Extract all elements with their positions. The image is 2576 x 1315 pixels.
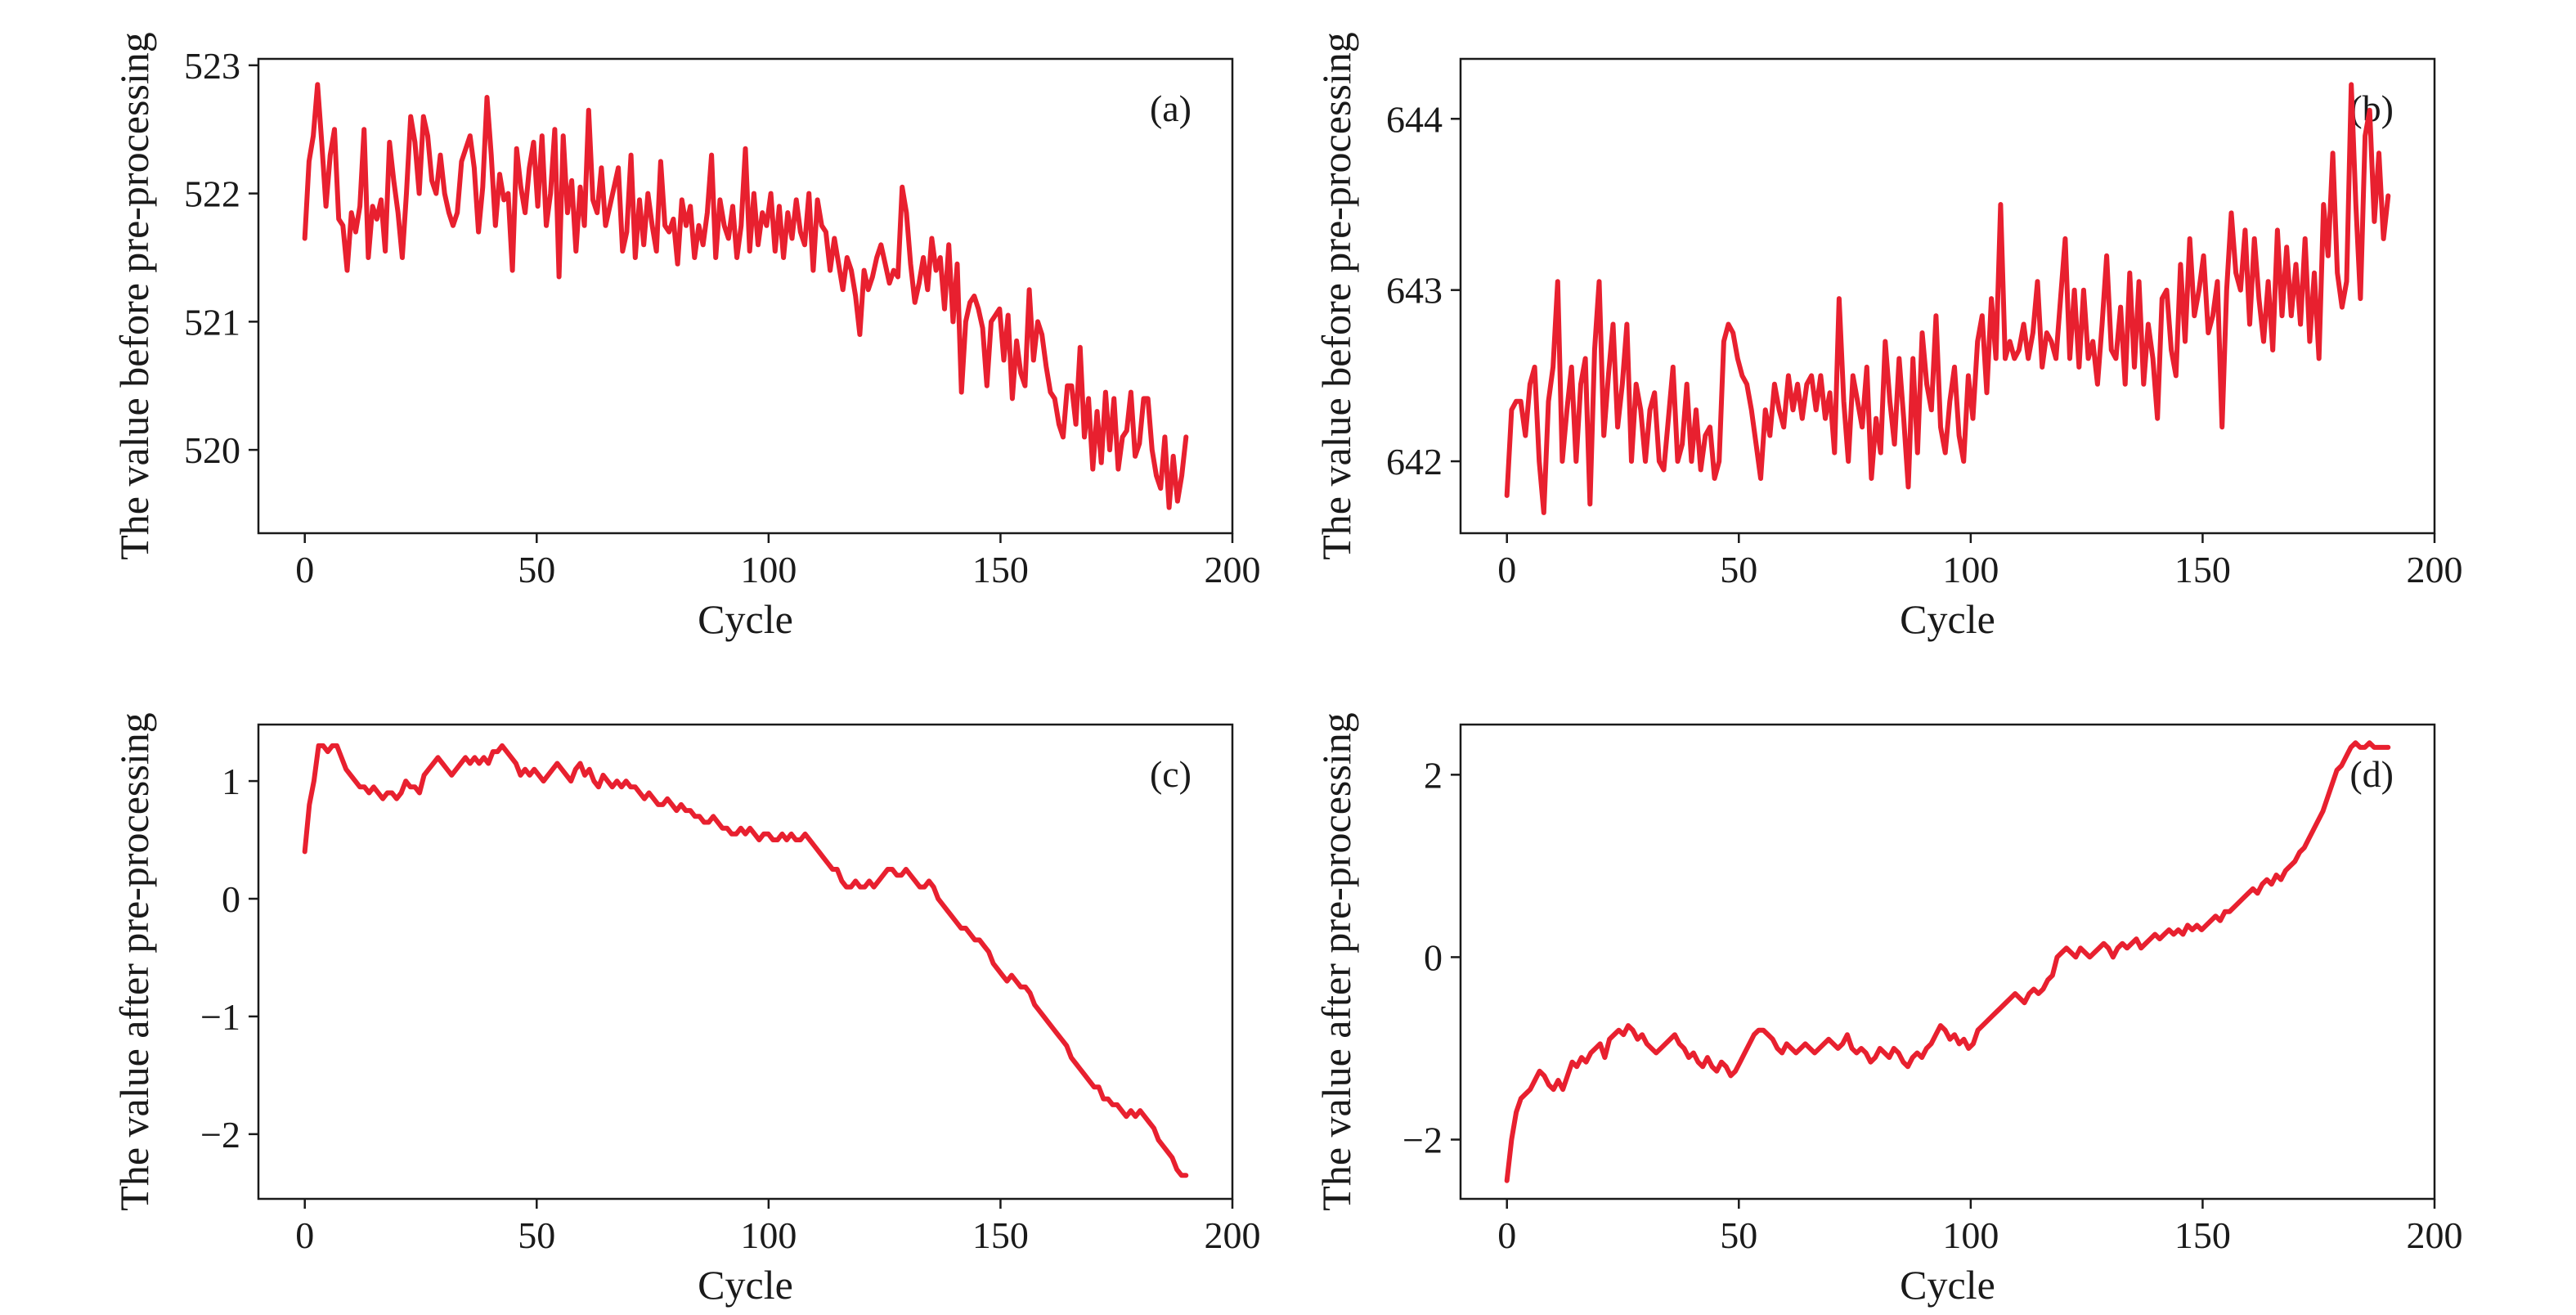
y-tick-label-c: 1 bbox=[222, 761, 240, 802]
x-axis-title-a: Cycle bbox=[698, 596, 793, 642]
plot-frame-b bbox=[1459, 57, 2436, 535]
plot-frame-c bbox=[257, 723, 1234, 1201]
x-tick-label-d: 150 bbox=[2174, 1214, 2231, 1256]
x-tick-label-a: 0 bbox=[295, 549, 314, 590]
y-tick-label-c: −1 bbox=[200, 996, 240, 1038]
y-tick-label-d: 2 bbox=[1424, 754, 1443, 796]
y-tick-label-b: 643 bbox=[1386, 270, 1443, 312]
series-line-b bbox=[1504, 82, 2391, 515]
plot-frame-a bbox=[257, 57, 1234, 535]
x-axis-title-d: Cycle bbox=[1900, 1262, 1995, 1308]
x-tick-label-d: 50 bbox=[1720, 1214, 1757, 1256]
plot-frame-d bbox=[1459, 723, 2436, 1201]
series-line-c bbox=[302, 743, 1189, 1178]
chart-panel-b: 0 50 100 150 200 642 643 644 Cycle The value befo… bbox=[1313, 32, 2463, 642]
panel-label-c: (c) bbox=[1150, 753, 1192, 795]
chart-panel-d: 0 50 100 150 200 −2 0 2 Cycle The value after pre… bbox=[1313, 712, 2463, 1308]
x-tick-label-c: 0 bbox=[295, 1214, 314, 1256]
y-axis-title-a: The value before pre-processing bbox=[111, 32, 157, 560]
y-tick-label-c: 0 bbox=[222, 878, 240, 920]
x-tick-label-d: 100 bbox=[1942, 1214, 1999, 1256]
chart-panel-a: 0 50 100 150 200 520 521 522 523 Cycle The value b… bbox=[111, 32, 1261, 642]
x-tick-label-b: 150 bbox=[2174, 549, 2231, 590]
y-tick-label-c: −2 bbox=[200, 1114, 240, 1156]
x-tick-label-a: 150 bbox=[972, 549, 1029, 590]
y-tick-label-a: 522 bbox=[184, 173, 240, 215]
x-tick-label-d: 0 bbox=[1497, 1214, 1516, 1256]
x-axis-title-c: Cycle bbox=[698, 1262, 793, 1308]
panel-label-d: (d) bbox=[2349, 753, 2394, 795]
series-line-a bbox=[302, 82, 1189, 510]
x-axis-title-b: Cycle bbox=[1900, 596, 1995, 642]
y-axis-title-b: The value before pre-processing bbox=[1313, 32, 1359, 560]
x-tick-label-c: 50 bbox=[518, 1214, 555, 1256]
x-tick-label-b: 0 bbox=[1497, 549, 1516, 590]
y-tick-label-a: 523 bbox=[184, 45, 240, 87]
x-tick-label-a: 200 bbox=[1205, 549, 1261, 590]
y-tick-label-d: −2 bbox=[1402, 1120, 1443, 1161]
x-tick-label-b: 50 bbox=[1720, 549, 1757, 590]
y-tick-label-b: 642 bbox=[1386, 441, 1443, 482]
chart-panel-c: 0 50 100 150 200 −2 −1 0 1 Cycle The value after p… bbox=[111, 712, 1261, 1308]
x-tick-label-d: 200 bbox=[2407, 1214, 2463, 1256]
y-tick-label-d: 0 bbox=[1424, 936, 1443, 978]
y-tick-label-a: 521 bbox=[184, 301, 240, 343]
panel-label-a: (a) bbox=[1150, 88, 1192, 129]
x-tick-label-c: 100 bbox=[740, 1214, 797, 1256]
y-tick-label-a: 520 bbox=[184, 429, 240, 471]
x-tick-label-a: 100 bbox=[740, 549, 797, 590]
y-axis-title-c: The value after pre-processing bbox=[111, 712, 157, 1210]
y-axis-title-d: The value after pre-processing bbox=[1313, 712, 1359, 1210]
series-line-d bbox=[1504, 740, 2391, 1183]
y-tick-label-b: 644 bbox=[1386, 98, 1443, 140]
x-tick-label-b: 100 bbox=[1942, 549, 1999, 590]
x-tick-label-a: 50 bbox=[518, 549, 555, 590]
x-tick-label-c: 200 bbox=[1205, 1214, 1261, 1256]
x-tick-label-c: 150 bbox=[972, 1214, 1029, 1256]
x-tick-label-b: 200 bbox=[2407, 549, 2463, 590]
